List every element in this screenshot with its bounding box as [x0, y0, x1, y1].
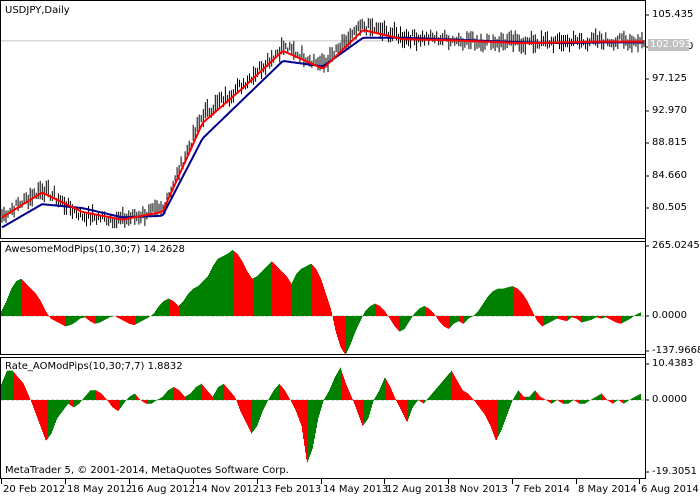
time-axis-label: 14 May 2013 [323, 484, 389, 495]
axis-ticks [1, 0, 649, 484]
time-axis-label: 7 Feb 2014 [514, 484, 570, 495]
price-scale-label: 105.435 [652, 9, 694, 20]
price-scale-label: 84.660 [652, 170, 687, 181]
time-axis-label: 12 Aug 2013 [386, 484, 451, 495]
ao-histogram [1, 250, 645, 356]
time-axis-label: 18 May 2012 [67, 484, 133, 495]
time-axis-label: 13 Feb 2013 [259, 484, 322, 495]
ao-indicator-label: AwesomeModPips(10,30;7) 14.2628 [5, 244, 185, 255]
price-scale-label: 92.970 [652, 105, 687, 116]
time-axis-label: 6 Aug 2014 [641, 484, 699, 495]
time-axis-label: 8 Nov 2013 [450, 484, 508, 495]
ao-scale-zero: 0.0000 [652, 310, 687, 321]
time-axis-label: 20 Feb 2012 [3, 484, 66, 495]
rate-ao-histogram [1, 367, 645, 463]
price-scale-label: 80.505 [652, 202, 687, 213]
price-scale-label: 88.815 [652, 137, 687, 148]
ao-scale-min: -137.9668 [652, 345, 700, 356]
price-scale-label: 97.125 [652, 73, 687, 84]
rate-indicator-label: Rate_AOModPips(10,30;7,7) 1.8832 [5, 361, 183, 372]
rate-scale-min: -19.3051 [652, 466, 697, 477]
ma-fast-line [1, 29, 644, 221]
current-price-tag: 102.093 [648, 39, 692, 51]
time-axis-label: 8 May 2014 [578, 484, 637, 495]
symbol-title: USDJPY,Daily [5, 5, 70, 16]
rate-scale-max: 10.4383 [652, 358, 694, 369]
time-axis-label: 16 Aug 2012 [131, 484, 196, 495]
rate-panel-frame [0, 357, 646, 479]
rate-scale-zero: 0.0000 [652, 394, 687, 405]
main-panel-frame [0, 0, 646, 239]
ao-scale-max: 265.0245 [652, 240, 700, 251]
price-chart [1, 18, 645, 229]
copyright-text: MetaTrader 5, © 2001-2014, MetaQuotes So… [5, 465, 289, 476]
time-axis-label: 14 Nov 2012 [195, 484, 260, 495]
